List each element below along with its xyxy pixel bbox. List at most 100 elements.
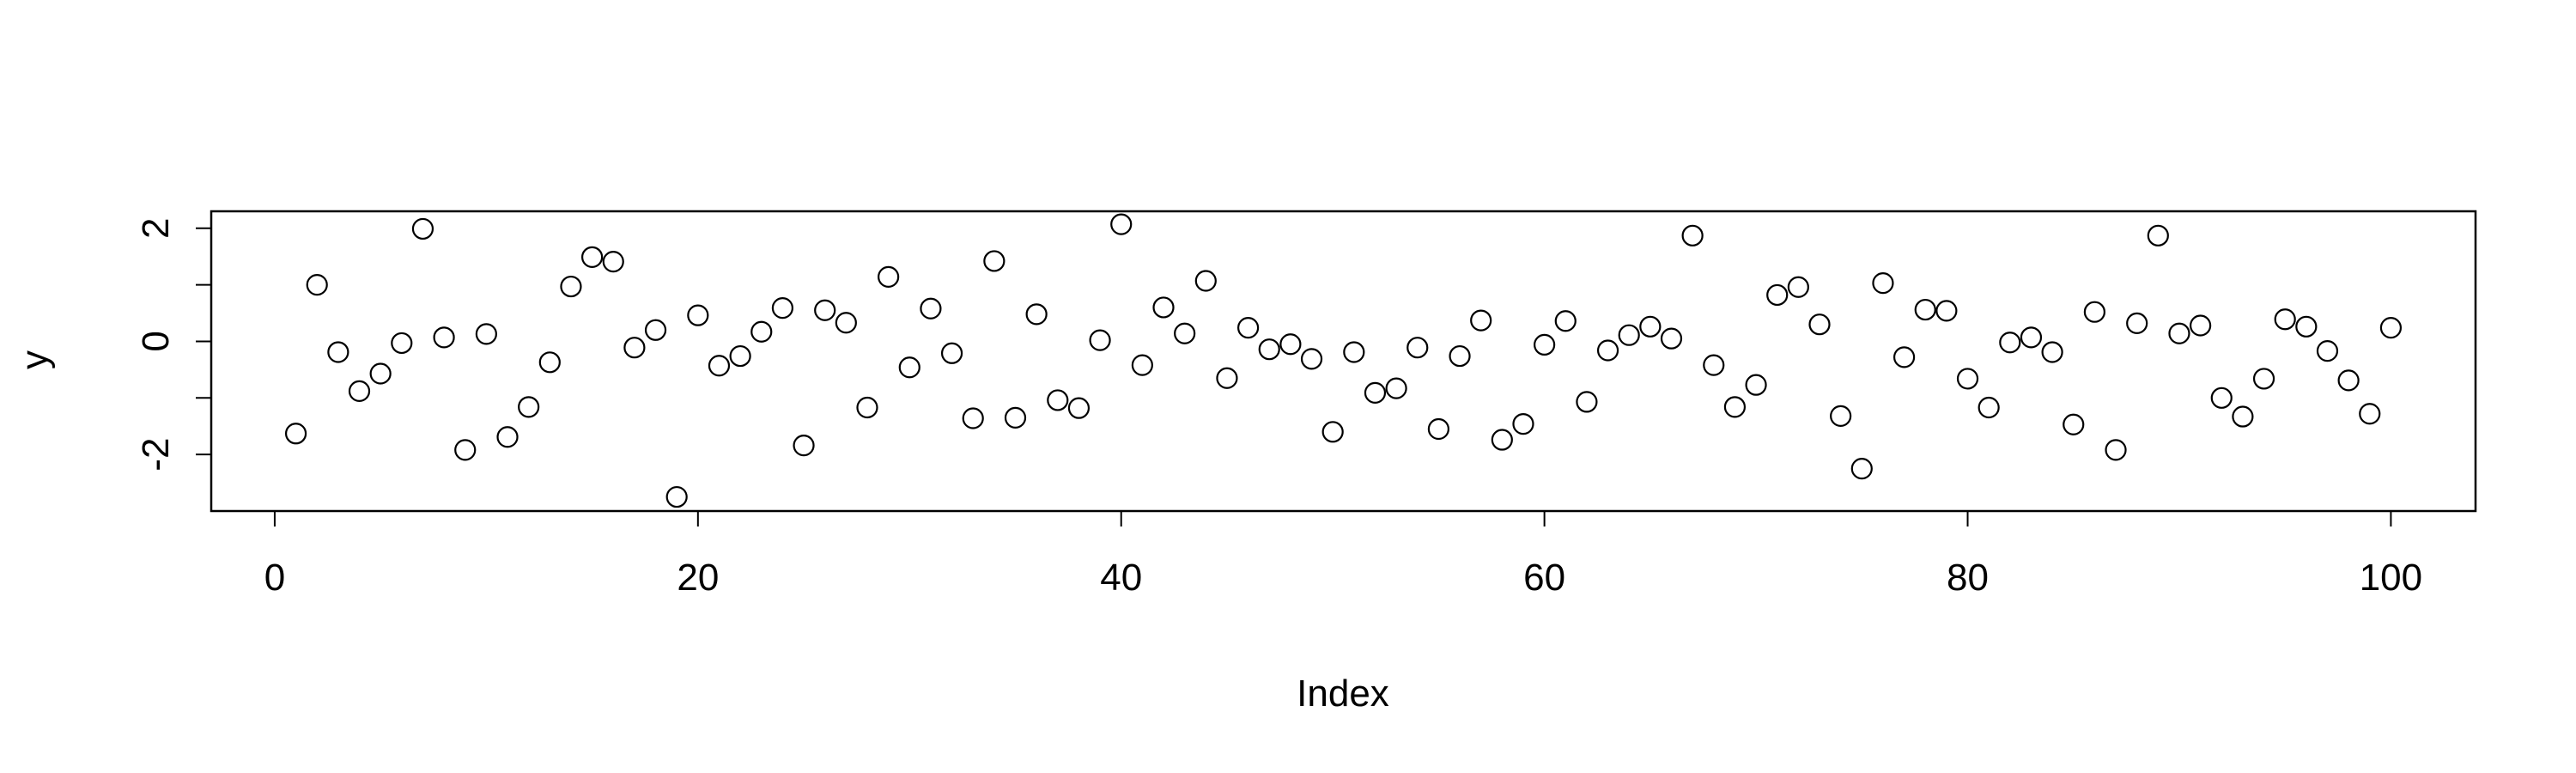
data-point [1406, 337, 1429, 359]
data-point [750, 320, 773, 343]
data-point [1703, 354, 1725, 376]
data-point [1618, 324, 1640, 346]
data-point [1067, 397, 1091, 419]
data-point [1449, 344, 1471, 368]
y-tick-label: 0 [135, 331, 177, 351]
data-point [1216, 367, 1238, 389]
data-point [1385, 377, 1407, 399]
data-point [856, 396, 878, 419]
data-point [2274, 308, 2296, 331]
data-point [1534, 333, 1556, 356]
data-point [1279, 333, 1302, 356]
data-point [2295, 315, 2318, 338]
data-point [411, 217, 434, 240]
data-point [518, 396, 540, 418]
data-point [1236, 317, 1260, 339]
data-point [2083, 301, 2105, 323]
data-point [2020, 326, 2043, 349]
data-point [602, 251, 624, 273]
data-point [920, 297, 942, 320]
data-point [1152, 296, 1175, 319]
data-point [1596, 339, 1619, 362]
data-point [2316, 340, 2339, 362]
data-point [1723, 396, 1747, 418]
data-point [1639, 315, 1662, 338]
data-point [454, 439, 477, 461]
data-points [284, 213, 2403, 508]
data-point [793, 435, 815, 457]
data-point [1956, 368, 1979, 390]
data-point [1576, 391, 1598, 413]
data-point [1850, 458, 1873, 480]
data-point [962, 407, 984, 429]
y-axis-ticks: -2 0 2 [135, 218, 211, 472]
x-axis-label: Index [1297, 673, 1389, 715]
data-point [1491, 429, 1513, 451]
plot-frame [210, 210, 2477, 513]
data-point [2168, 322, 2190, 344]
data-point [369, 362, 392, 385]
data-point [1427, 417, 1450, 441]
data-point [1004, 406, 1027, 429]
data-point [1512, 412, 1534, 435]
data-point [814, 299, 836, 321]
data-point [1258, 338, 1280, 361]
data-point [1131, 354, 1153, 376]
data-point [1978, 396, 2000, 419]
data-point [1893, 346, 1916, 368]
data-point [391, 332, 413, 355]
data-point [1681, 224, 1704, 247]
data-point [2379, 317, 2403, 339]
data-point [1914, 298, 1936, 321]
data-point [560, 275, 582, 298]
data-point [1766, 283, 1789, 307]
data-point [2337, 369, 2360, 392]
data-point [1935, 300, 1958, 322]
data-point [475, 323, 497, 345]
data-point [306, 274, 328, 296]
data-point [729, 344, 751, 368]
data-point [496, 426, 519, 448]
data-point [284, 423, 307, 445]
data-point [2126, 312, 2148, 334]
data-point [327, 341, 349, 363]
data-point [2210, 386, 2233, 409]
x-tick-label: 0 [264, 557, 285, 599]
data-point [2252, 368, 2275, 390]
x-axis-ticks: 0 20 40 60 80 100 [264, 511, 2422, 599]
x-tick-label: 40 [1100, 557, 1142, 599]
data-point [1999, 332, 2021, 354]
data-point [1830, 405, 1852, 427]
data-point [2359, 403, 2381, 425]
x-tick-label: 60 [1523, 557, 1565, 599]
data-point [940, 342, 963, 364]
data-point [1025, 303, 1048, 326]
data-point [665, 485, 688, 508]
data-point [1554, 310, 1577, 332]
data-point [433, 326, 455, 349]
data-point [878, 265, 900, 288]
data-point [1300, 348, 1323, 370]
data-point [1089, 329, 1111, 351]
data-point [1110, 213, 1133, 235]
y-tick-label: -2 [135, 438, 177, 472]
data-point [1364, 381, 1387, 404]
data-point [1745, 374, 1767, 396]
data-point [581, 246, 604, 268]
data-point [644, 319, 667, 341]
data-point [2105, 439, 2127, 461]
data-point [1321, 421, 1344, 443]
data-point [538, 351, 561, 374]
data-point [1660, 327, 1683, 350]
data-point [2041, 341, 2063, 363]
x-tick-label: 100 [2360, 557, 2422, 599]
data-point [1174, 322, 1196, 344]
data-point [2063, 413, 2085, 435]
data-point [2190, 314, 2212, 337]
data-point [983, 250, 1005, 272]
data-point [771, 297, 794, 320]
data-point [1808, 313, 1831, 336]
x-tick-label: 20 [677, 557, 719, 599]
data-point [348, 380, 371, 402]
